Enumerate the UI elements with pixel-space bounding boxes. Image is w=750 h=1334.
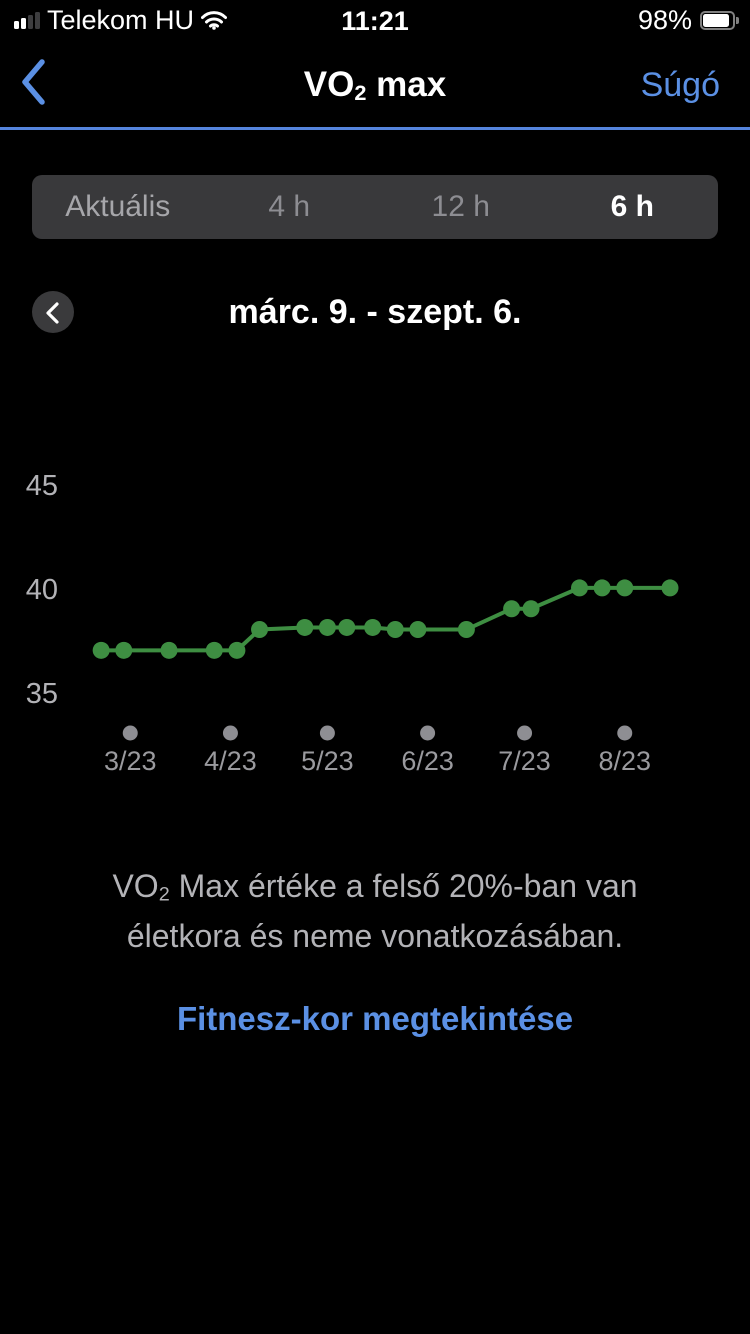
svg-text:35: 35 [26,678,58,710]
svg-text:40: 40 [26,574,58,606]
subscript-2: 2 [158,883,170,906]
svg-text:4/23: 4/23 [204,746,257,776]
fitness-age-link[interactable]: Fitnesz-kor megtekintése [176,1000,574,1037]
clock-label: 11:21 [341,6,409,36]
summary-text: VO2 Max értéke a felső 20%-ban van életk… [112,868,638,954]
nav-bar: VO2 max Súgó [0,40,750,127]
nav-separator [0,127,750,130]
status-left: Telekom HU [14,0,228,40]
svg-text:6/23: 6/23 [401,746,454,776]
vo2max-trend-chart[interactable]: 35 40 45 3/23 4/23 5/23 6/23 7/23 8/23 [0,440,750,790]
tab-4h[interactable]: 4 h [268,190,311,223]
wifi-icon [201,10,228,30]
subscript-2: 2 [354,79,367,105]
date-range-label: márc. 9. - szept. 6. [228,293,522,331]
tab-12h[interactable]: 12 h [431,190,490,223]
battery-percent-label: 98% [637,4,692,35]
status-bar: Telekom HU 11:21 98% [0,0,750,40]
help-link[interactable]: Súgó [640,66,720,104]
time-range-tabs: Aktuális 4 h 12 h 6 h [32,175,718,239]
tab-6h[interactable]: 6 h [610,190,654,223]
svg-text:45: 45 [26,470,58,502]
status-right: 98% [638,0,740,40]
carrier-label: Telekom HU [47,4,195,35]
back-button[interactable] [20,58,64,110]
svg-text:3/23: 3/23 [104,746,157,776]
svg-text:8/23: 8/23 [598,746,651,776]
tab-aktualis[interactable]: Aktuális [65,190,171,223]
page-title: VO2 max [303,65,447,105]
battery-icon [700,10,740,30]
svg-text:7/23: 7/23 [498,746,551,776]
previous-range-button[interactable] [32,291,74,333]
cellular-signal-icon [14,11,40,29]
svg-text:5/23: 5/23 [301,746,354,776]
